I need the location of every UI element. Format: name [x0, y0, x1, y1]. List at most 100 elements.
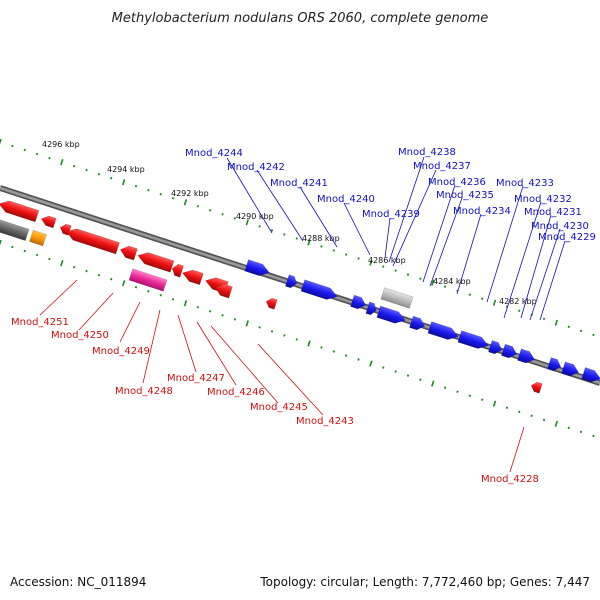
- gene-label: Mnod_4240: [317, 194, 375, 205]
- scale-tick: [245, 219, 249, 226]
- scale-tick: [270, 229, 274, 232]
- scale-tick: [332, 249, 335, 252]
- scale-tick: [406, 273, 410, 276]
- scale-tick: [97, 172, 101, 176]
- scale-tick: [554, 420, 559, 427]
- scale-tick: [554, 319, 559, 326]
- scale-tick: [468, 394, 471, 397]
- scale-tick: [492, 299, 497, 306]
- scale-tick: [221, 314, 224, 317]
- gene-mnod-4250: [40, 215, 57, 229]
- gene-mnod-4236: [427, 321, 459, 340]
- scale-tick: [233, 318, 237, 321]
- scale-tick: [307, 239, 311, 246]
- callout-lines-forward: [226, 156, 566, 321]
- scale-tick: [579, 430, 583, 434]
- gene-other-orange: [29, 229, 47, 247]
- gene-mnod-4232: [517, 348, 535, 364]
- scale-tick: [345, 253, 348, 256]
- scale-tick: [443, 386, 447, 389]
- scale-tick: [394, 269, 397, 272]
- scale-tick: [567, 325, 570, 329]
- scale-tick: [183, 300, 188, 307]
- scale-tick: [369, 259, 373, 266]
- scale-tick: [320, 245, 323, 248]
- gene-mnod-4245: [171, 263, 184, 278]
- scale-tick: [530, 414, 533, 418]
- gene-pink: [128, 268, 168, 292]
- scale-tick: [505, 305, 509, 308]
- gene-label: Mnod_4229: [538, 232, 596, 243]
- scale-ticks: [0, 138, 595, 438]
- scale-tick: [283, 334, 286, 337]
- genome-summary: Topology: circular; Length: 7,772,460 bp…: [259, 575, 590, 589]
- scale-tick: [85, 269, 88, 273]
- gene-label: Mnod_4249: [92, 346, 150, 357]
- gene-label: Mnod_4231: [524, 207, 582, 218]
- scale-tick: [134, 184, 138, 188]
- scale-tick: [518, 410, 521, 413]
- scale-tick: [245, 320, 249, 327]
- gene-label: Mnod_4235: [436, 190, 494, 201]
- scale-tick: [431, 380, 435, 387]
- gene-label: Mnod_4239: [362, 209, 420, 220]
- gene-label: Mnod_4245: [250, 402, 308, 413]
- scale-tick: [258, 225, 261, 228]
- gene-dark-segment: [0, 219, 30, 241]
- gene-mnod-4243c: [215, 283, 233, 299]
- gene-mnod-4233: [501, 343, 518, 359]
- gene-mnod-4247: [120, 245, 138, 261]
- scale-tick: [307, 340, 311, 347]
- accession-text: Accession: NC_011894: [10, 575, 146, 589]
- scale-tick: [579, 329, 583, 333]
- gene-label: Mnod_4244: [185, 148, 243, 159]
- scale-tick: [11, 245, 14, 249]
- scale-tick: [196, 205, 199, 208]
- gene-features: [0, 200, 600, 394]
- gene-mnod-4244: [244, 259, 270, 276]
- scale-tick: [518, 309, 521, 312]
- gene-label: Mnod_4236: [428, 177, 486, 188]
- scale-tick: [35, 152, 39, 156]
- gene-label: Mnod_4247: [167, 373, 225, 384]
- gene-label: Mnod_4233: [496, 178, 554, 189]
- gene-label: Mnod_4241: [270, 178, 328, 189]
- scale-tick: [73, 265, 76, 269]
- scale-tick: [481, 297, 484, 300]
- scale-tick: [85, 168, 88, 172]
- gene-mnod-4234: [488, 340, 503, 355]
- scale-label: 4294 kbp: [107, 165, 145, 174]
- scale-tick: [159, 193, 162, 196]
- scale-tick: [481, 398, 484, 401]
- scale-labels: 4296 kbp 4294 kbp 4292 kbp 4290 kbp 4288…: [42, 140, 537, 306]
- scale-tick: [48, 156, 51, 160]
- scale-tick: [48, 257, 51, 261]
- gene-label: Mnod_4234: [453, 206, 511, 217]
- scale-label: 4284 kbp: [433, 277, 471, 286]
- scale-tick: [0, 138, 2, 145]
- scale-tick: [121, 179, 126, 186]
- scale-tick: [567, 426, 570, 430]
- gene-mnod-4228: [530, 381, 543, 394]
- scale-label: 4282 kbp: [499, 297, 537, 306]
- gene-mnod-4230: [561, 361, 579, 377]
- scale-tick: [406, 374, 410, 377]
- map-title: Methylobacterium nodulans ORS 2060, comp…: [112, 11, 489, 26]
- gene-mnod-4248: [65, 228, 120, 255]
- scale-tick: [332, 350, 335, 353]
- scale-label: 4286 kbp: [368, 256, 406, 265]
- scale-tick: [209, 310, 212, 313]
- scale-tick: [320, 346, 323, 349]
- gene-label: Mnod_4243: [296, 416, 354, 427]
- scale-tick: [419, 378, 422, 381]
- scale-tick: [394, 370, 397, 373]
- scale-tick: [196, 306, 199, 309]
- scale-label: 4288 kbp: [302, 234, 340, 243]
- scale-tick: [592, 333, 595, 337]
- scale-tick: [73, 164, 76, 168]
- scale-tick: [382, 265, 385, 268]
- scale-tick: [147, 188, 150, 192]
- scale-tick: [270, 330, 274, 333]
- scale-tick: [209, 209, 212, 212]
